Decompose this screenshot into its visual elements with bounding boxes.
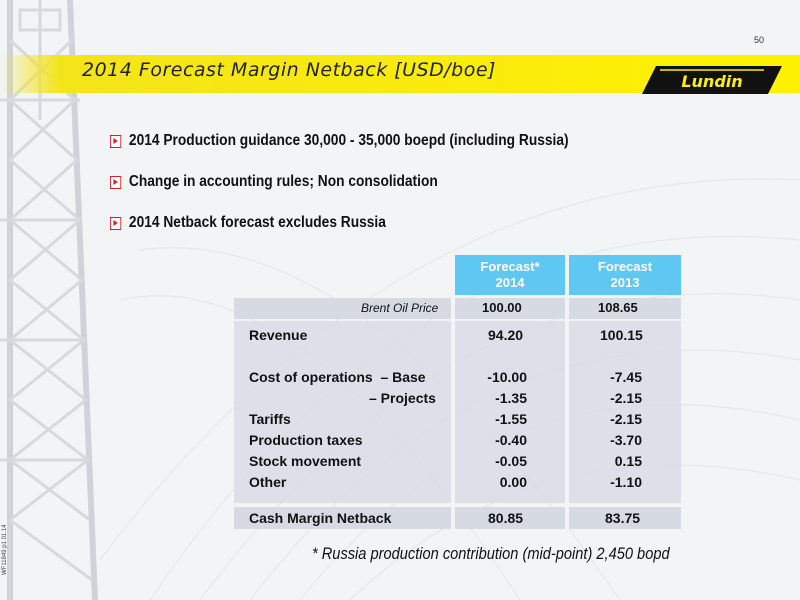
row-label-cash-margin-netback: Cash Margin Netback [249,510,392,526]
footnote: * Russia production contribution (mid-po… [312,544,670,563]
brent-2013-value: 108.65 [598,300,638,315]
bullet-list: 2014 Production guidance 30,000 - 35,000… [110,132,643,255]
tariffs-2013-value: -2.15 [610,411,642,427]
total-row-band [234,507,681,529]
revenue-2013-value: 100.15 [600,327,643,343]
column-header-forecast-2014: Forecast* 2014 [455,255,565,295]
slide-title: 2014 Forecast Margin Netback [USD/boe] [82,59,496,81]
cost-projects-2014-value: -1.35 [495,390,527,406]
row-label-stock-movement: Stock movement [249,453,362,469]
tariffs-2014-value: -1.55 [495,411,527,427]
revenue-2014-value: 94.20 [488,327,524,343]
column-divider [565,298,569,529]
row-label-cost-projects: – Projects [369,390,436,406]
column-header-line: 2014 [495,275,525,290]
row-label-cost-base: Cost of operations – Base [249,369,426,385]
table-body-band [234,321,681,503]
column-divider [451,298,455,529]
row-label-other: Other [249,474,287,490]
row-label-revenue: Revenue [249,327,308,343]
document-reference: WF11849 p1 01.14 [2,524,8,575]
row-label-production-taxes: Production taxes [249,432,363,448]
bullet-text: Change in accounting rules; Non consolid… [128,173,438,190]
brent-oil-price-label: Brent Oil Price [361,301,439,315]
row-label-tariffs: Tariffs [249,411,291,427]
production-taxes-2013-value: -3.70 [610,432,642,448]
bullet-item: Change in accounting rules; Non consolid… [110,173,569,214]
column-header-line: 2013 [610,275,640,290]
arrow-bullet-icon [110,217,122,230]
production-taxes-2014-value: -0.40 [495,432,527,448]
column-header-line: Forecast [597,259,653,274]
cash-margin-2013-value: 83.75 [605,510,641,526]
svg-text:Lundin: Lundin [681,72,742,91]
arrow-bullet-icon [110,135,122,148]
stock-movement-2014-value: -0.05 [495,453,527,469]
page-number: 50 [754,35,765,45]
bullet-item: 2014 Production guidance 30,000 - 35,000… [110,132,569,173]
brent-row-band [234,298,681,319]
arrow-bullet-icon [110,176,122,189]
cost-base-2014-value: -10.00 [487,369,527,385]
other-2013-value: -1.10 [610,474,642,490]
column-header-forecast-2013: Forecast 2013 [569,255,681,295]
oil-rig-silhouette [0,0,98,600]
cost-projects-2013-value: -2.15 [610,390,642,406]
stock-movement-2013-value: 0.15 [614,453,642,469]
bullet-item: 2014 Netback forecast excludes Russia [110,214,569,255]
cash-margin-2014-value: 80.85 [488,510,524,526]
bullet-text: 2014 Netback forecast excludes Russia [128,214,386,231]
other-2014-value: 0.00 [499,474,527,490]
brent-2014-value: 100.00 [482,300,522,315]
cost-base-2013-value: -7.45 [610,369,642,385]
column-header-line: Forecast* [480,259,540,274]
bullet-text: 2014 Production guidance 30,000 - 35,000… [128,132,569,149]
lundin-logo: Lundin [642,66,782,94]
